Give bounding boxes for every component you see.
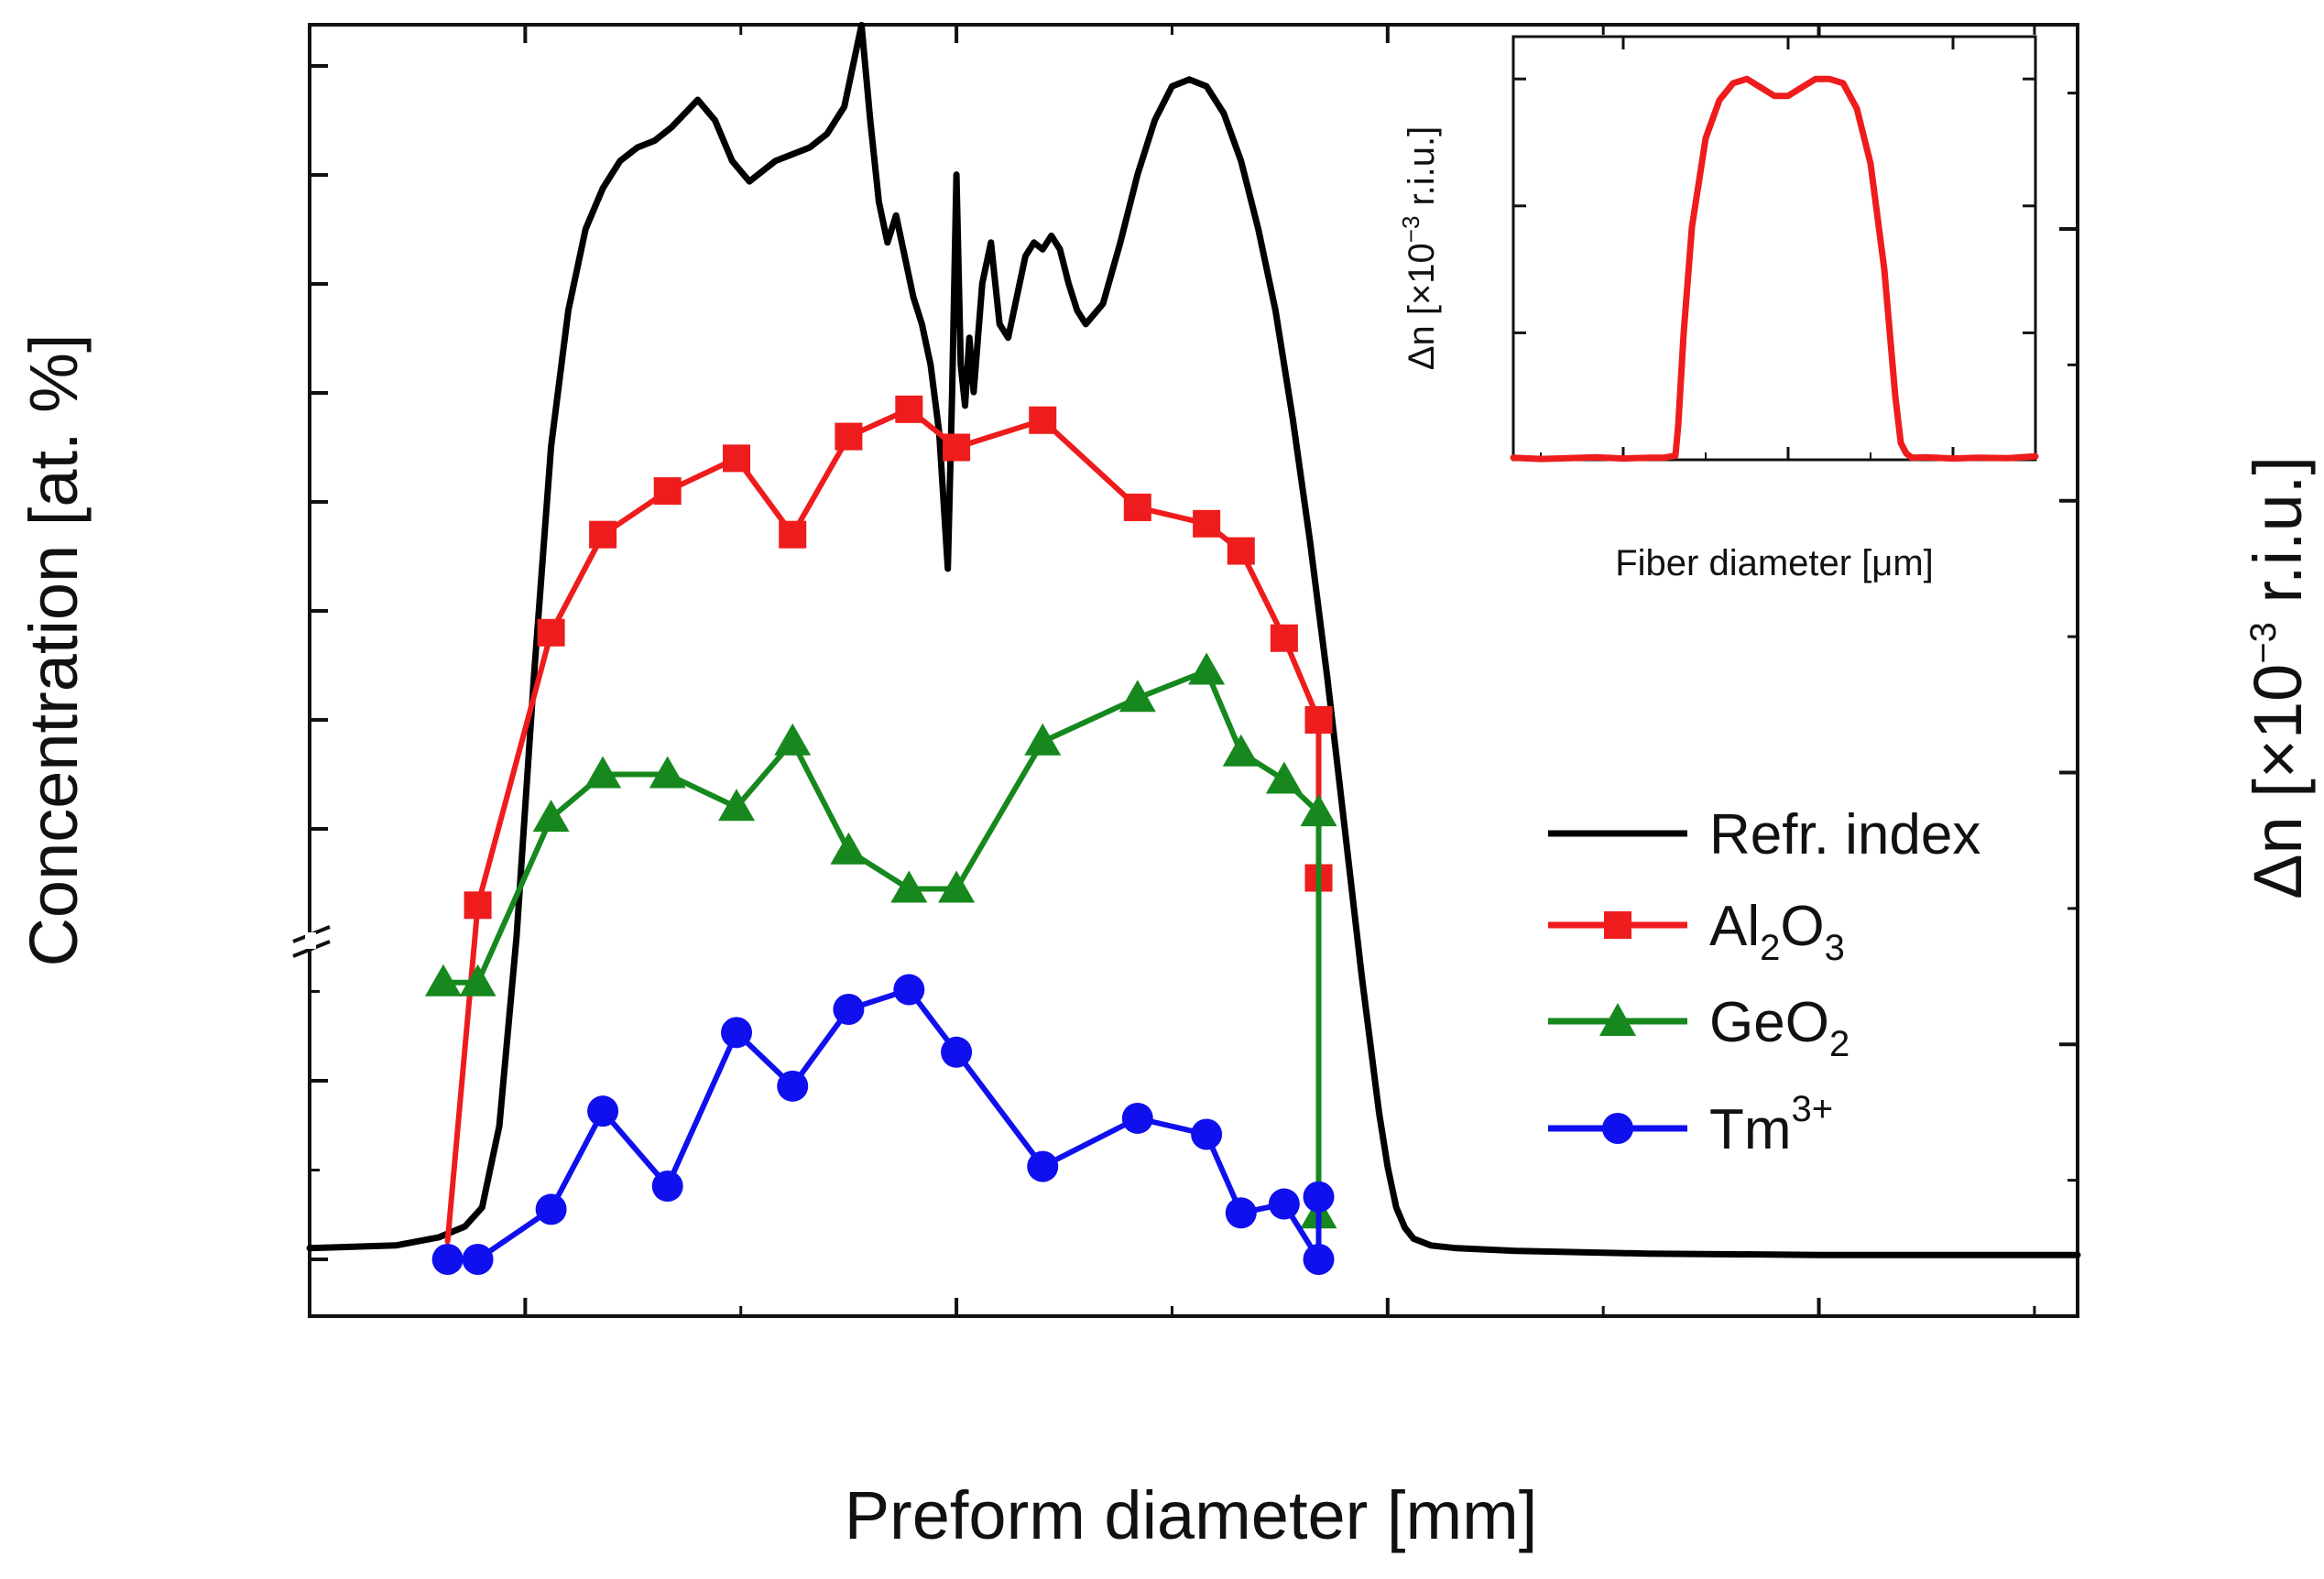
data-point-al2o3 <box>464 891 492 920</box>
data-point-geo2 <box>830 832 867 865</box>
data-point-al2o3 <box>835 422 863 451</box>
data-point-al2o3 <box>1193 509 1221 538</box>
legend-item-al2o3: Al2O3 <box>1548 895 1845 968</box>
data-point-tm3 <box>587 1095 619 1127</box>
data-point-tm3 <box>1191 1118 1223 1150</box>
inset-x-ticks <box>1540 37 1955 460</box>
plot-frame <box>308 23 2079 1318</box>
legend-marker-al2o3 <box>1604 911 1631 939</box>
data-point-geo2 <box>649 756 686 789</box>
data-point-tm3 <box>1121 1102 1153 1134</box>
data-point-geo2 <box>1265 761 1303 794</box>
data-point-al2o3 <box>1029 406 1057 434</box>
inset-chart: Fiber diameter [μm] Δn [×10−3 r.i.u.] <box>1397 35 2039 583</box>
inset-frame <box>1511 35 2037 462</box>
axis-break-gap <box>305 932 316 949</box>
data-point-al2o3 <box>1123 493 1151 521</box>
data-point-geo2 <box>584 756 622 789</box>
x-axis-title: Preform diameter [mm] <box>845 1477 1538 1553</box>
inset-series-group <box>1510 75 2039 463</box>
data-point-tm3 <box>1303 1244 1335 1275</box>
y-left-axis-ticks <box>310 64 328 1261</box>
inset-series-line <box>1510 75 2039 463</box>
data-point-al2o3 <box>895 395 923 423</box>
legend-label-geo2: GeO2 <box>1709 991 1849 1064</box>
data-point-geo2 <box>1118 680 1156 713</box>
legend-label-al2o3: Al2O3 <box>1709 895 1845 968</box>
y-right-axis-ticks <box>2059 92 2078 1318</box>
x-axis-ticks <box>308 25 2036 1316</box>
data-point-tm3 <box>1225 1197 1257 1229</box>
inset-x-axis-title: Fiber diameter [μm] <box>1615 543 1934 583</box>
data-point-al2o3 <box>589 520 617 549</box>
data-point-tm3 <box>462 1244 494 1275</box>
data-point-geo2 <box>774 723 812 756</box>
data-point-tm3 <box>893 974 925 1006</box>
data-point-geo2 <box>1222 734 1260 767</box>
data-point-tm3 <box>833 994 865 1025</box>
data-point-al2o3 <box>537 618 565 647</box>
inset-y-axis-title: Δn [×10−3 r.i.u.] <box>1397 126 1442 371</box>
data-point-geo2 <box>1300 794 1337 827</box>
legend-item-tm3: Tm3+ <box>1548 1089 1833 1161</box>
data-point-tm3 <box>1303 1181 1335 1213</box>
data-point-tm3 <box>431 1244 464 1275</box>
series-line-refr-index <box>306 21 2081 1258</box>
data-point-al2o3 <box>723 444 751 473</box>
data-point-tm3 <box>1268 1188 1300 1220</box>
data-point-geo2 <box>718 789 756 822</box>
data-point-tm3 <box>941 1036 973 1068</box>
legend-label-refr-index: Refr. index <box>1709 803 1980 866</box>
data-point-geo2 <box>890 870 928 903</box>
legend-item-refr-index: Refr. index <box>1548 803 1980 866</box>
data-point-geo2 <box>938 870 976 903</box>
legend: Refr. index Al2O3 GeO2 Tm3+ <box>1548 803 1980 1161</box>
data-point-al2o3 <box>653 477 682 506</box>
data-point-tm3 <box>651 1171 683 1203</box>
data-point-al2o3 <box>1270 624 1298 652</box>
data-point-tm3 <box>777 1070 809 1102</box>
data-point-tm3 <box>535 1193 567 1225</box>
data-point-geo2 <box>459 964 496 996</box>
data-point-al2o3 <box>779 520 807 549</box>
data-point-tm3 <box>721 1017 753 1049</box>
legend-marker-tm3 <box>1602 1113 1633 1144</box>
data-point-geo2 <box>1024 723 1062 756</box>
data-point-geo2 <box>532 800 570 833</box>
data-point-al2o3 <box>1304 706 1333 734</box>
data-point-al2o3 <box>943 433 971 462</box>
legend-item-geo2: GeO2 <box>1548 991 1849 1064</box>
data-point-al2o3 <box>1227 537 1255 565</box>
y-left-axis-title: Concentration [at. %] <box>16 333 92 966</box>
data-point-tm3 <box>1027 1150 1059 1182</box>
y-right-axis-title: Δn [×10−3 r.i.u.] <box>2240 456 2316 899</box>
data-point-geo2 <box>1188 652 1226 685</box>
legend-marker-geo2 <box>1599 1003 1636 1036</box>
legend-label-tm3: Tm3+ <box>1709 1089 1833 1161</box>
data-point-geo2 <box>424 964 462 996</box>
series-group <box>306 21 2081 1275</box>
